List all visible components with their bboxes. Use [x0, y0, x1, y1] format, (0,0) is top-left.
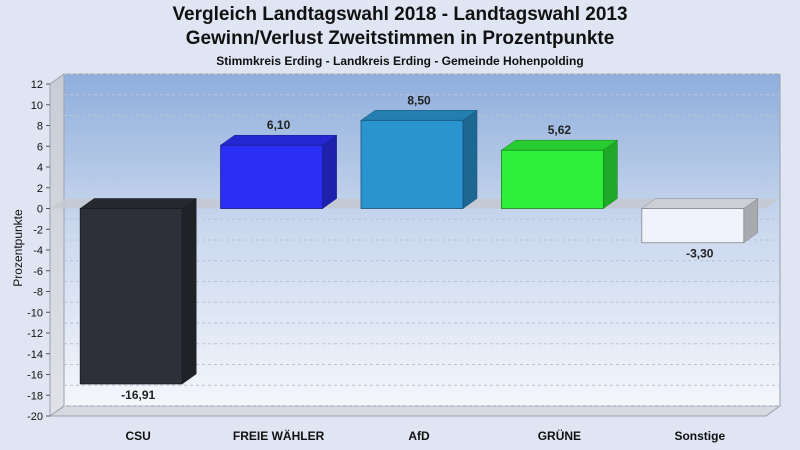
bar-value-label: 8,50 — [407, 93, 431, 107]
bar — [220, 144, 324, 209]
chart-title: Vergleich Landtagswahl 2018 - Landtagswa… — [172, 4, 628, 25]
y-tick-label: -18 — [27, 390, 43, 402]
y-tick-label: -2 — [33, 224, 43, 236]
x-tick-label: Sonstige — [674, 429, 725, 443]
bar — [360, 119, 464, 209]
bar-side — [603, 139, 618, 209]
x-tick-label: FREIE WÄHLER — [233, 428, 325, 443]
bar — [641, 208, 745, 244]
y-tick-label: -4 — [33, 245, 43, 257]
y-tick-label: -16 — [27, 370, 43, 382]
y-tick-label: 6 — [37, 141, 43, 153]
bar — [79, 208, 183, 385]
y-tick-label: 12 — [31, 79, 43, 91]
y-tick-label: -12 — [27, 328, 43, 340]
bar-side — [322, 134, 337, 209]
bar-top — [219, 134, 338, 146]
bar-value-label: -16,91 — [121, 388, 155, 402]
x-tick-label: AfD — [408, 429, 430, 443]
y-tick-label: -6 — [33, 266, 43, 278]
bar-value-label: 6,10 — [267, 118, 291, 132]
y-tick-label: 0 — [37, 204, 43, 216]
chart-region-subtitle: Stimmkreis Erding - Landkreis Erding - G… — [216, 54, 584, 68]
y-tick-label: 4 — [37, 162, 43, 174]
y-tick-label: -8 — [33, 287, 43, 299]
y-tick-label: 10 — [31, 100, 43, 112]
bar — [500, 149, 604, 209]
bar-side — [181, 198, 197, 385]
chart-side-wall — [49, 73, 65, 417]
x-tick-label: GRÜNE — [538, 428, 581, 443]
bar-top — [641, 198, 759, 209]
chart-floor — [48, 405, 782, 417]
bar-top — [500, 139, 619, 151]
y-tick-label: -14 — [27, 349, 43, 361]
bar-value-label: -3,30 — [686, 247, 714, 261]
y-tick-label: 8 — [37, 121, 43, 133]
y-tick-label: -20 — [27, 411, 43, 423]
bar-top — [79, 198, 197, 209]
y-tick-label: 2 — [37, 183, 43, 195]
bar-value-label: 5,62 — [548, 123, 572, 137]
bar-side — [462, 109, 478, 209]
bar-top — [360, 110, 478, 121]
x-tick-label: CSU — [126, 429, 151, 443]
chart-subtitle: Gewinn/Verlust Zweitstimmen in Prozentpu… — [185, 28, 615, 49]
y-tick-label: -10 — [27, 307, 43, 319]
